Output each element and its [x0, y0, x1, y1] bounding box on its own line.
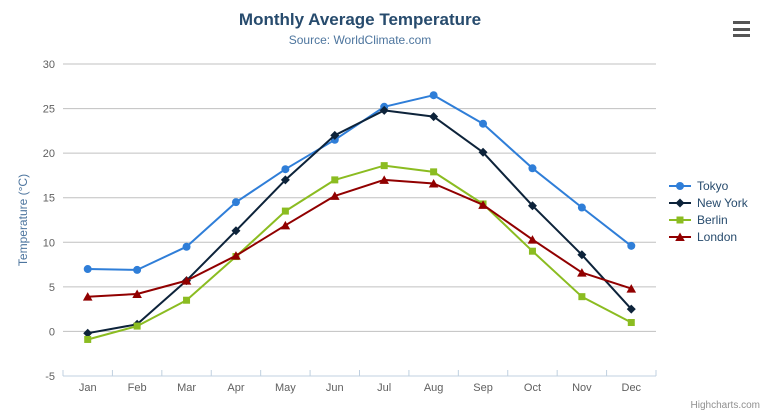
point-berlin-oct[interactable] [528, 247, 536, 255]
point-new-york-sep[interactable] [478, 147, 488, 157]
point-tokyo-apr[interactable] [231, 198, 240, 207]
legend-marker-diamond-icon [669, 198, 691, 207]
point-london-may[interactable] [280, 220, 291, 230]
point-berlin-may[interactable] [281, 207, 289, 215]
point-tokyo-mar[interactable] [182, 242, 191, 251]
point-berlin-jul[interactable] [380, 162, 388, 170]
point-london-feb[interactable] [132, 289, 142, 298]
point-new-york-jun[interactable] [330, 130, 340, 140]
point-london-dec[interactable] [626, 284, 637, 293]
point-london-oct[interactable] [527, 235, 538, 244]
chart-title: Monthly Average Temperature [238, 10, 482, 29]
x-axis-label-sep: Sep [473, 382, 493, 394]
hamburger-bar [733, 27, 750, 31]
legend-item-berlin[interactable]: Berlin [668, 211, 748, 228]
x-axis-label-jul: Jul [377, 382, 391, 394]
y-axis-label-20: 20 [43, 148, 55, 160]
y-axis-label-5: 5 [49, 282, 55, 294]
point-london-jan[interactable] [82, 292, 93, 301]
x-axis-label-apr: Apr [227, 382, 244, 394]
legend-label: Berlin [697, 212, 728, 227]
x-axis-label-dec: Dec [622, 382, 642, 394]
x-axis-label-jun: Jun [326, 382, 344, 394]
point-london-jun[interactable] [329, 191, 340, 200]
point-berlin-nov[interactable] [578, 293, 586, 301]
x-axis-label-aug: Aug [424, 382, 444, 394]
credits-link[interactable]: Highcharts.com [690, 400, 760, 411]
hamburger-bar [733, 34, 750, 37]
point-tokyo-may[interactable] [281, 165, 290, 174]
y-axis-label-15: 15 [43, 193, 55, 205]
y-axis-label--5: -5 [45, 371, 55, 383]
legend-item-tokyo[interactable]: Tokyo [668, 177, 748, 194]
point-berlin-dec[interactable] [627, 319, 635, 327]
series-line-new-york[interactable] [86, 109, 633, 335]
point-london-aug[interactable] [428, 178, 439, 188]
point-london-apr[interactable] [231, 251, 241, 260]
point-berlin-aug[interactable] [430, 168, 438, 176]
legend-item-london[interactable]: London [668, 228, 748, 245]
x-axis-label-oct: Oct [524, 382, 541, 394]
point-new-york-dec[interactable] [626, 304, 636, 314]
point-tokyo-jan[interactable] [83, 265, 92, 274]
x-axis-label-jan: Jan [79, 382, 97, 394]
y-axis-label-30: 30 [43, 59, 55, 71]
point-tokyo-feb[interactable] [133, 265, 142, 274]
point-new-york-apr[interactable] [231, 226, 241, 236]
point-new-york-jan[interactable] [83, 328, 93, 338]
x-axis-label-nov: Nov [572, 382, 592, 394]
point-new-york-aug[interactable] [429, 112, 439, 122]
legend-item-new-york[interactable]: New York [668, 194, 748, 211]
x-axis-label-mar: Mar [177, 382, 196, 394]
series-line-tokyo[interactable] [86, 94, 633, 271]
point-new-york-jul[interactable] [379, 105, 389, 115]
point-berlin-mar[interactable] [183, 296, 191, 304]
chart-subtitle: Source: WorldClimate.com [288, 33, 432, 47]
x-axis-label-feb: Feb [128, 382, 147, 394]
point-tokyo-dec[interactable] [627, 241, 636, 250]
point-tokyo-nov[interactable] [577, 203, 586, 212]
point-tokyo-oct[interactable] [528, 164, 537, 173]
legend-label: New York [697, 195, 748, 210]
point-tokyo-sep[interactable] [479, 119, 488, 128]
series-line-berlin[interactable] [86, 164, 633, 341]
point-london-sep[interactable] [478, 200, 488, 209]
point-new-york-may[interactable] [280, 175, 290, 185]
hamburger-bar [733, 21, 750, 24]
legend-marker-circle-icon [669, 181, 691, 190]
point-berlin-feb[interactable] [133, 322, 141, 330]
x-axis-label-may: May [275, 382, 296, 394]
point-new-york-nov[interactable] [577, 250, 587, 260]
point-london-nov[interactable] [577, 268, 587, 277]
point-london-jul[interactable] [379, 175, 390, 184]
legend-label: London [697, 229, 738, 244]
y-axis-label-25: 25 [43, 104, 55, 116]
legend-marker-square-icon [669, 216, 691, 223]
legend-marker-triangle-icon [669, 232, 691, 241]
series-line-london[interactable] [86, 178, 633, 298]
legend: Tokyo New York Berlin London [668, 177, 748, 245]
hamburger-menu-icon[interactable] [731, 19, 752, 39]
point-new-york-oct[interactable] [527, 201, 537, 211]
y-axis-title: Temperature (°C) [16, 174, 30, 266]
legend-label: Tokyo [697, 178, 729, 193]
y-axis-label-10: 10 [43, 237, 55, 249]
point-berlin-jan[interactable] [84, 335, 92, 343]
point-berlin-jun[interactable] [331, 176, 339, 184]
y-axis-label-0: 0 [49, 326, 55, 338]
point-tokyo-aug[interactable] [429, 91, 438, 100]
point-london-mar[interactable] [181, 276, 192, 285]
